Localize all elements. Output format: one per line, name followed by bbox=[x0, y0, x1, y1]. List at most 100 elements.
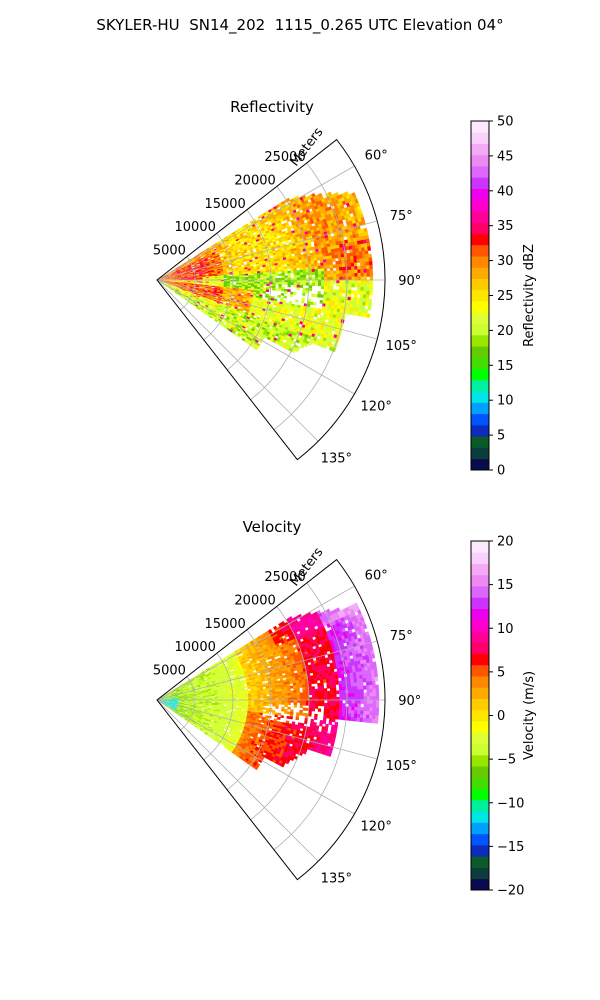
radar-cell bbox=[271, 215, 276, 219]
radar-cell bbox=[171, 273, 175, 276]
radar-cell bbox=[292, 258, 296, 262]
radar-cell bbox=[204, 311, 209, 315]
radar-cell bbox=[197, 265, 201, 267]
radar-cell bbox=[195, 260, 199, 263]
radar-cell bbox=[290, 250, 295, 255]
radar-cell bbox=[250, 269, 255, 273]
radar-cell bbox=[317, 245, 322, 250]
radar-cell bbox=[235, 310, 240, 314]
radar-cell bbox=[174, 291, 178, 295]
radar-cell bbox=[366, 283, 370, 288]
radar-cell bbox=[231, 325, 236, 329]
radar-cell bbox=[254, 327, 259, 332]
radar-cell bbox=[363, 269, 367, 274]
radar-cell bbox=[174, 272, 178, 275]
radar-cell bbox=[216, 265, 220, 268]
radar-cell bbox=[194, 291, 198, 294]
radar-cell bbox=[195, 259, 199, 263]
radar-cell bbox=[173, 287, 177, 290]
radar-cell bbox=[247, 328, 252, 332]
radar-cell bbox=[230, 321, 235, 325]
radar-cell bbox=[266, 274, 270, 277]
radar-cell bbox=[175, 268, 179, 271]
radar-cell bbox=[193, 264, 198, 267]
radar-cell bbox=[293, 267, 297, 271]
radar-cell bbox=[335, 264, 340, 268]
radar-cell bbox=[272, 339, 277, 344]
radar-cell bbox=[341, 260, 346, 265]
radar-cell bbox=[280, 293, 285, 296]
radar-cell bbox=[194, 292, 198, 295]
radar-cell bbox=[350, 238, 355, 243]
radar-cell bbox=[165, 274, 169, 277]
radar-cell bbox=[366, 313, 371, 319]
radar-cell bbox=[235, 272, 240, 275]
radar-cell bbox=[218, 318, 222, 322]
radar-cell bbox=[216, 291, 220, 294]
radar-cell bbox=[178, 687, 182, 690]
radar-cell bbox=[236, 234, 241, 238]
radar-cell bbox=[264, 216, 270, 220]
radar-cell bbox=[257, 334, 262, 338]
radar-cell bbox=[181, 276, 185, 278]
radar-cell bbox=[289, 291, 294, 295]
radar-cell bbox=[241, 304, 245, 307]
radar-cell bbox=[227, 242, 232, 246]
radar-cell bbox=[317, 262, 321, 267]
radar-cell bbox=[298, 312, 303, 317]
radar-cell bbox=[248, 311, 253, 315]
radar-cell bbox=[206, 313, 211, 317]
colorbar-swatch bbox=[471, 447, 489, 460]
radar-cell bbox=[299, 248, 304, 253]
radar-cell bbox=[338, 315, 343, 320]
radar-cell bbox=[269, 253, 274, 257]
radar-cell bbox=[307, 312, 312, 317]
radar-cell bbox=[226, 269, 230, 272]
radar-cell bbox=[179, 269, 183, 272]
radar-cell bbox=[227, 236, 232, 240]
radar-cell bbox=[168, 283, 172, 286]
radar-cell bbox=[172, 688, 176, 691]
radar-cell bbox=[212, 316, 216, 320]
radar-cell bbox=[247, 648, 252, 652]
radar-cell bbox=[221, 305, 226, 308]
radar-cell bbox=[337, 237, 342, 242]
radar-cell bbox=[237, 314, 242, 318]
radar-cell bbox=[239, 280, 243, 282]
radar-cell bbox=[298, 262, 303, 266]
radar-cell bbox=[229, 653, 233, 657]
radar-cell bbox=[273, 256, 278, 260]
radar-cell bbox=[296, 247, 301, 251]
radar-cell bbox=[331, 298, 336, 303]
radar-cell bbox=[240, 314, 245, 318]
radar-cell bbox=[182, 287, 187, 290]
radar-cell bbox=[279, 255, 284, 259]
radar-cell bbox=[217, 281, 222, 283]
radar-cell bbox=[213, 292, 217, 295]
radar-cell bbox=[218, 317, 223, 321]
radar-cell bbox=[219, 246, 223, 250]
radar-cell bbox=[324, 282, 328, 287]
radar-cell bbox=[353, 237, 358, 243]
radar-cell bbox=[322, 256, 327, 261]
radar-cell bbox=[205, 272, 209, 275]
radar-cell bbox=[181, 267, 186, 270]
radar-cell bbox=[199, 675, 204, 679]
radar-cell bbox=[321, 282, 325, 287]
radar-cell bbox=[267, 214, 272, 219]
radar-cell bbox=[314, 282, 319, 287]
radar-cell bbox=[297, 254, 302, 259]
radar-cell bbox=[207, 269, 212, 272]
radar-cell bbox=[209, 302, 214, 305]
radar-cell bbox=[235, 269, 239, 272]
radar-cell bbox=[175, 277, 179, 279]
radar-cell bbox=[184, 265, 188, 268]
radar-cell bbox=[183, 274, 188, 276]
radar-cell bbox=[311, 266, 315, 270]
radar-cell bbox=[263, 280, 267, 283]
radar-cell bbox=[367, 305, 372, 311]
radar-cell bbox=[314, 268, 319, 273]
radar-cell bbox=[256, 288, 261, 292]
radar-cell bbox=[225, 323, 230, 327]
